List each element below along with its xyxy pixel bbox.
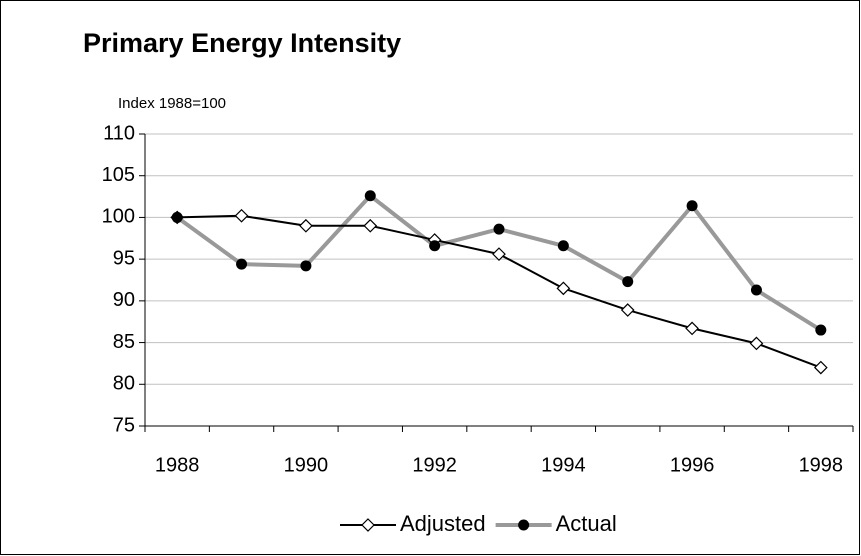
marker [556, 281, 571, 296]
marker [750, 284, 762, 296]
marker [299, 218, 313, 233]
y-tick-label: 85 [113, 331, 135, 353]
marker [815, 324, 827, 336]
y-tick-label: 105 [102, 164, 135, 186]
marker [363, 218, 378, 233]
marker [813, 360, 828, 375]
x-tick-label: 1994 [541, 454, 586, 476]
chart-title: Primary Energy Intensity [83, 28, 401, 58]
marker [171, 211, 183, 223]
marker [234, 208, 249, 223]
marker [300, 260, 312, 272]
x-tick-label: 1998 [799, 454, 844, 476]
y-tick-label: 100 [102, 206, 135, 228]
marker [686, 200, 698, 212]
marker [749, 336, 764, 351]
y-tick-label: 95 [113, 247, 135, 269]
legend-marker [518, 519, 530, 531]
marker [364, 190, 376, 202]
marker [492, 247, 506, 261]
marker [685, 321, 699, 336]
marker [493, 223, 505, 235]
y-axis-label: Index 1988=100 [118, 95, 226, 112]
y-tick-label: 80 [113, 373, 135, 395]
y-tick-label: 75 [113, 414, 135, 436]
y-tick-label: 110 [103, 122, 135, 144]
legend-label: Adjusted [400, 511, 486, 536]
x-tick-label: 1992 [412, 454, 457, 476]
x-tick-label: 1990 [284, 454, 329, 476]
marker [620, 303, 635, 317]
y-tick-label: 90 [113, 289, 135, 311]
legend-label: Actual [556, 511, 617, 536]
legend-marker [361, 518, 375, 532]
marker [557, 240, 569, 252]
marker [622, 276, 634, 288]
x-tick-label: 1988 [155, 454, 200, 476]
marker [429, 240, 441, 252]
x-tick-label: 1996 [670, 454, 715, 476]
marker [236, 258, 248, 270]
